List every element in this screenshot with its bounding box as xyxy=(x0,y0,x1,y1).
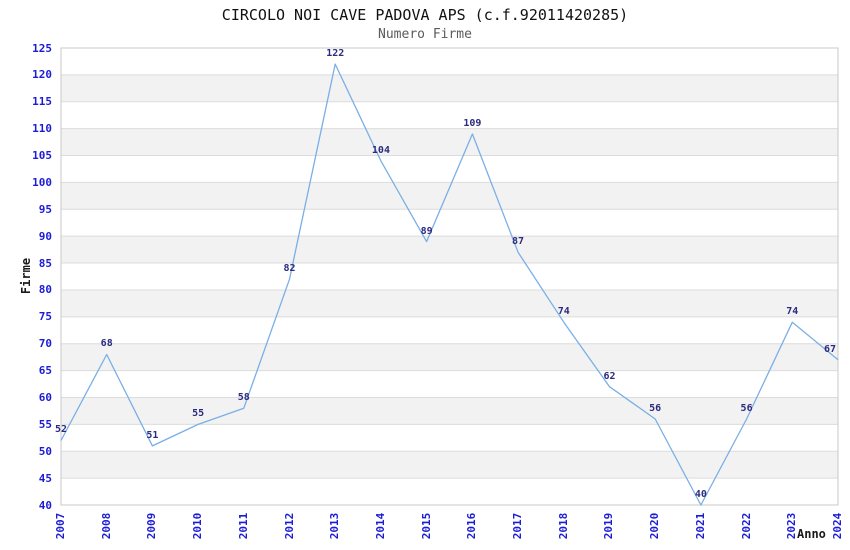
x-tick-label: 2010 xyxy=(191,512,205,540)
x-tick-label: 2007 xyxy=(54,512,67,540)
value-label: 68 xyxy=(100,338,113,350)
y-tick-label: 100 xyxy=(32,175,52,189)
value-label: 109 xyxy=(463,118,482,130)
x-tick-label: 2013 xyxy=(328,512,342,540)
y-tick-label: 85 xyxy=(38,256,52,270)
value-label: 122 xyxy=(326,48,345,60)
y-tick-label: 40 xyxy=(38,498,52,512)
value-label: 74 xyxy=(786,306,799,318)
x-axis-title: Anno xyxy=(797,527,826,541)
y-tick-label: 60 xyxy=(38,390,52,404)
y-tick-label: 50 xyxy=(38,444,52,458)
x-tick-label: 2008 xyxy=(99,512,113,540)
grid-band xyxy=(61,289,838,317)
value-label: 56 xyxy=(649,402,662,414)
y-tick-label: 105 xyxy=(32,149,52,163)
y-tick-label: 95 xyxy=(38,202,52,216)
x-tick-label: 2017 xyxy=(511,512,525,540)
grid-band xyxy=(61,343,838,371)
y-tick-label: 115 xyxy=(32,95,52,109)
grid-band xyxy=(61,451,838,479)
value-label: 104 xyxy=(371,144,390,156)
x-tick-label: 2015 xyxy=(419,512,433,540)
value-label: 56 xyxy=(740,402,753,414)
value-label: 62 xyxy=(603,370,616,382)
grid-band xyxy=(61,236,838,264)
y-tick-label: 65 xyxy=(38,364,52,378)
x-tick-label: 2012 xyxy=(282,512,296,540)
y-tick-label: 80 xyxy=(38,283,52,297)
y-axis-title: Firme xyxy=(19,257,33,295)
x-tick-label: 2011 xyxy=(236,512,250,540)
x-tick-label: 2019 xyxy=(602,512,616,540)
y-tick-label: 90 xyxy=(38,229,52,243)
y-tick-label: 120 xyxy=(32,68,52,82)
value-label: 82 xyxy=(283,263,296,275)
value-label: 74 xyxy=(557,306,570,318)
value-label: 89 xyxy=(420,225,433,237)
y-tick-label: 110 xyxy=(32,122,52,136)
value-label: 58 xyxy=(237,392,250,404)
value-label: 52 xyxy=(54,424,68,436)
chart-subtitle: Numero Firme xyxy=(378,27,472,42)
grid-band xyxy=(61,74,838,102)
plot-frame xyxy=(60,47,839,506)
value-label: 55 xyxy=(192,408,205,420)
data-line xyxy=(60,63,839,506)
x-tick-label: 2022 xyxy=(739,512,753,540)
x-tick-label: 2016 xyxy=(465,512,479,540)
y-tick-label: 55 xyxy=(38,417,52,431)
chart-title: CIRCOLO NOI CAVE PADOVA APS (c.f.9201142… xyxy=(221,6,629,24)
y-tick-label: 70 xyxy=(38,337,52,351)
x-tick-label: 2009 xyxy=(145,512,159,540)
value-label: 40 xyxy=(694,489,707,500)
x-tick-label: 2020 xyxy=(648,512,662,540)
x-tick-label: 2014 xyxy=(373,512,387,540)
x-tick-label: 2024 xyxy=(831,512,844,540)
y-tick-label: 75 xyxy=(38,310,52,324)
value-label: 51 xyxy=(146,429,159,441)
x-tick-label: 2018 xyxy=(556,512,570,540)
x-tick-label: 2021 xyxy=(693,512,707,540)
grid-band xyxy=(61,397,838,425)
value-label: 87 xyxy=(512,236,525,248)
grid-band xyxy=(61,128,838,156)
y-tick-label: 45 xyxy=(38,471,52,485)
y-tick-label: 125 xyxy=(32,41,52,55)
value-label: 67 xyxy=(823,343,837,355)
